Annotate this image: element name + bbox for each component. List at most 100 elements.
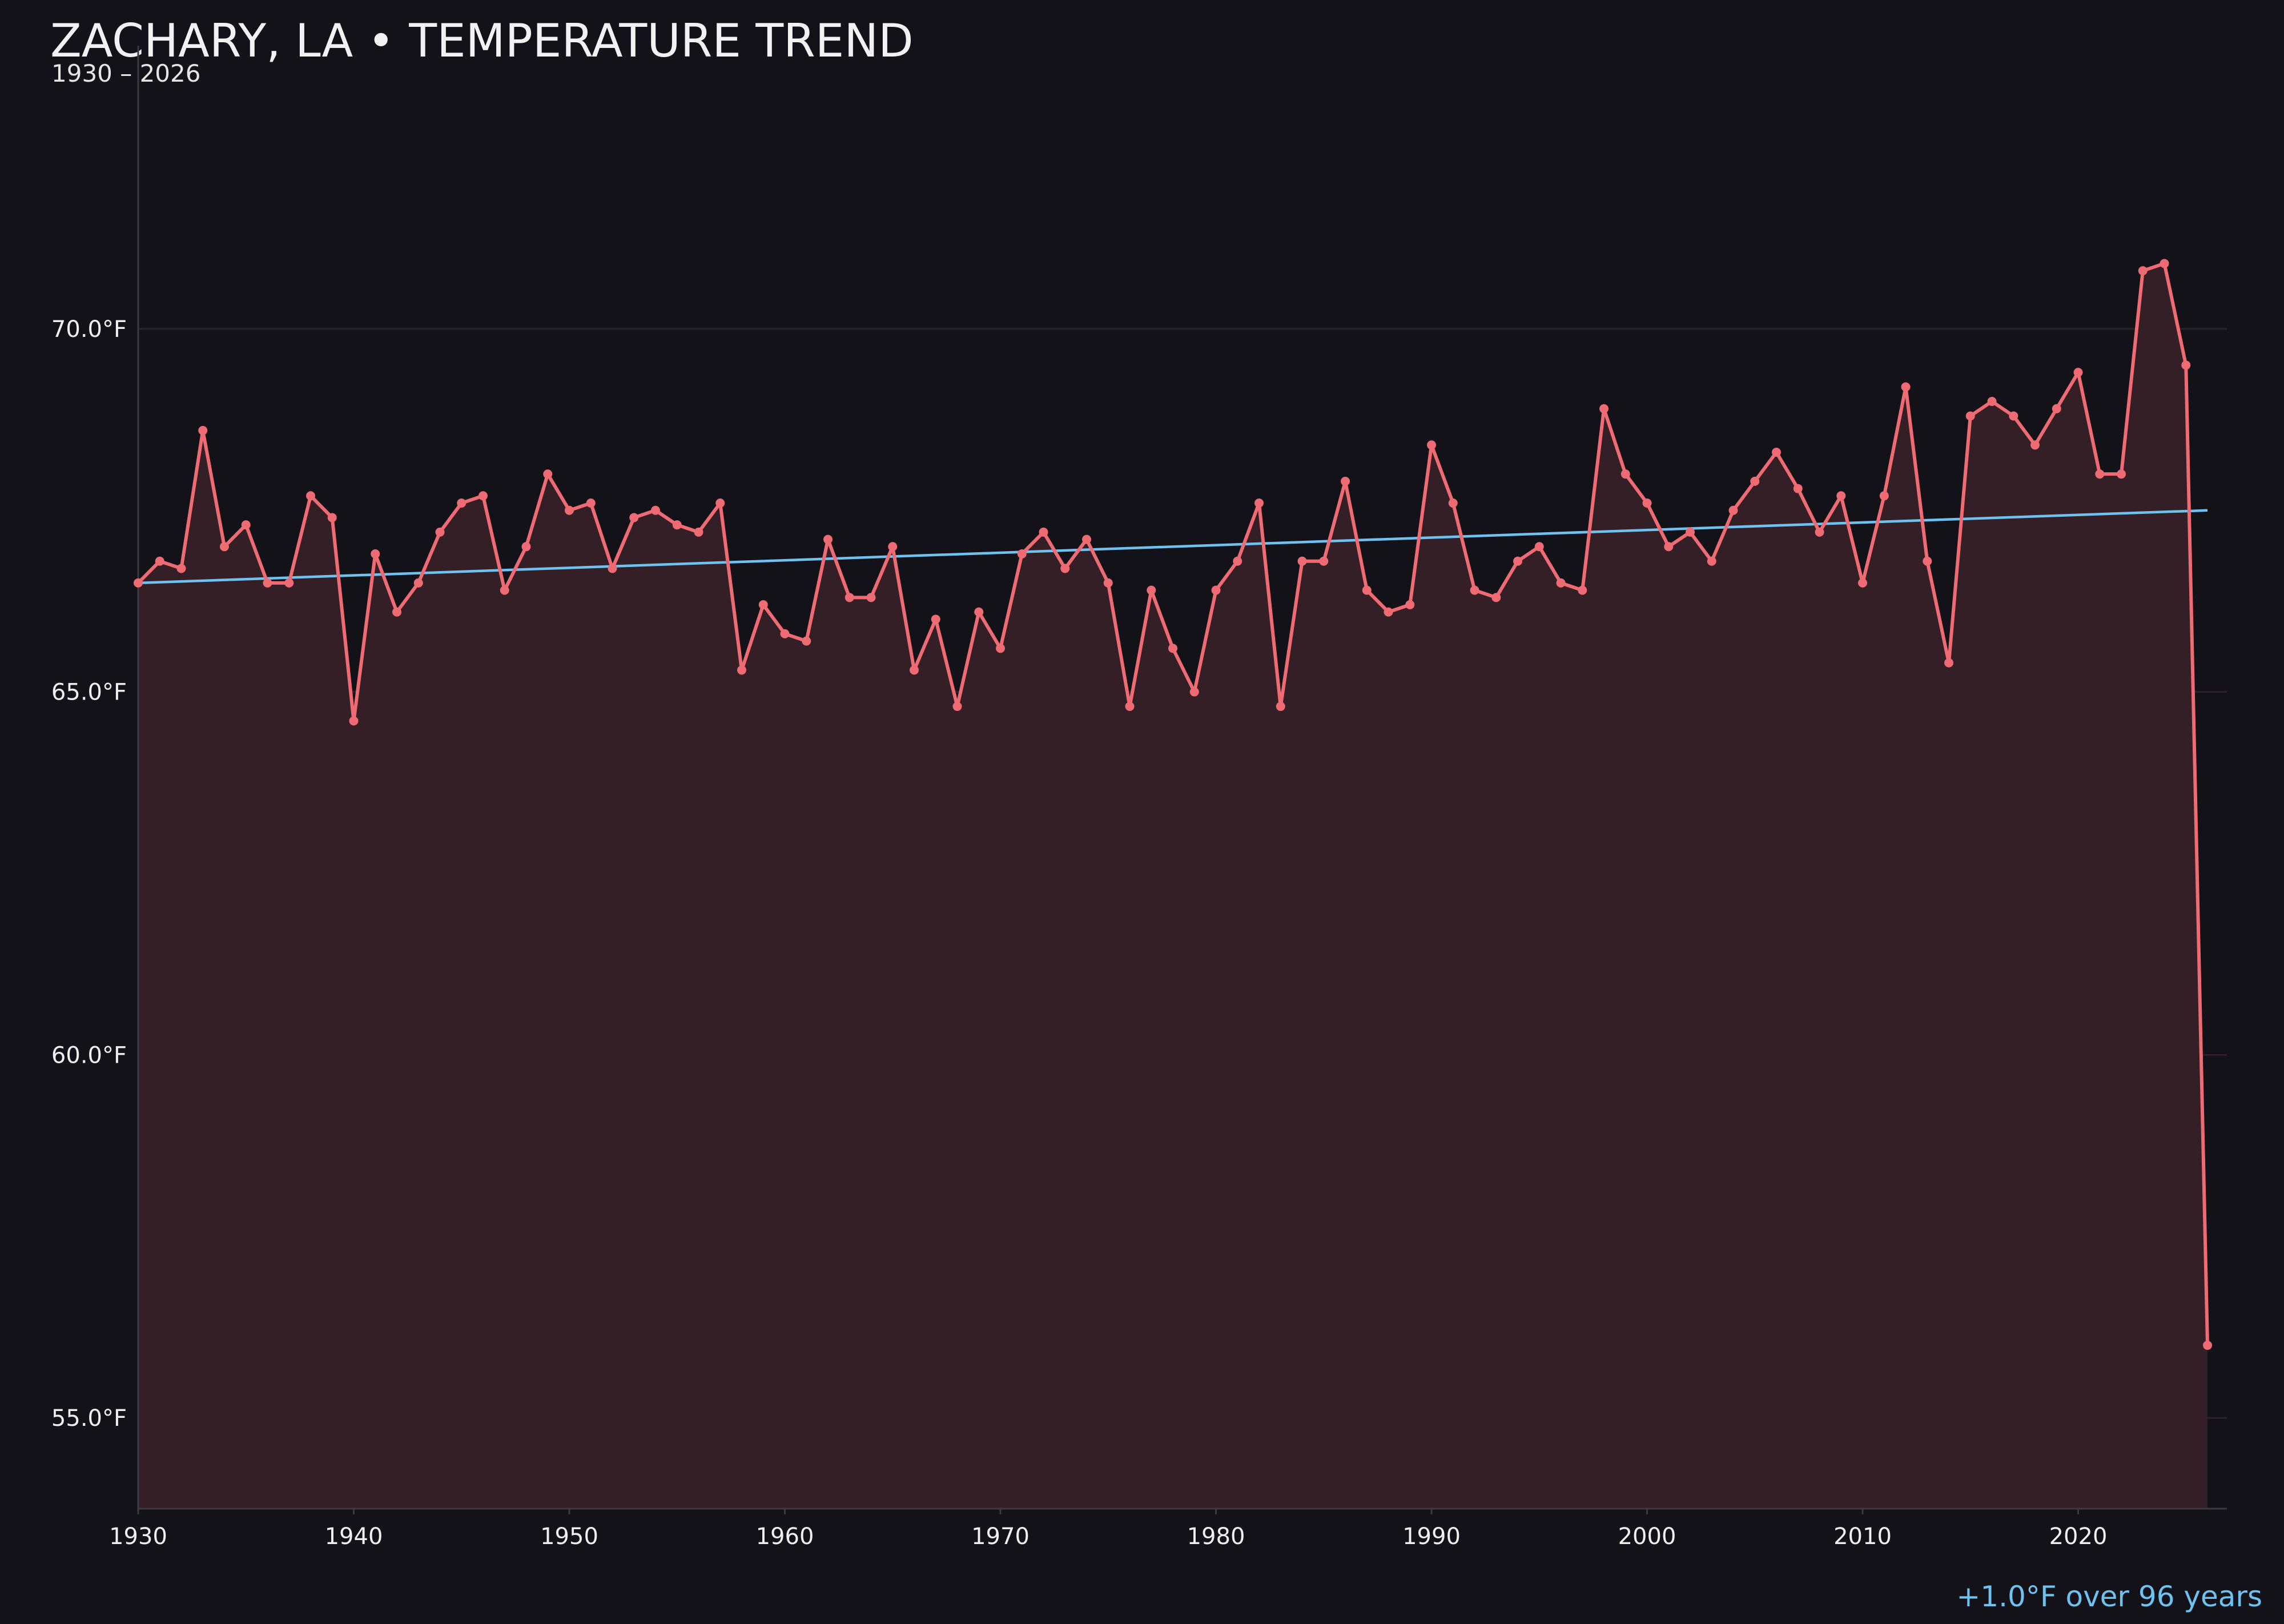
- data-point: [608, 564, 617, 573]
- data-point: [220, 542, 230, 552]
- data-point: [1362, 585, 1372, 595]
- data-point: [1772, 448, 1782, 457]
- trend-line: [138, 509, 2208, 585]
- data-point: [1879, 491, 1889, 501]
- data-point: [1965, 411, 1975, 421]
- data-point: [1793, 484, 1803, 493]
- data-point: [1987, 397, 1997, 407]
- data-point: [1082, 534, 1092, 544]
- data-point: [1189, 687, 1199, 697]
- data-point: [1491, 593, 1501, 602]
- data-point: [2073, 368, 2083, 377]
- data-point: [176, 564, 186, 573]
- data-point: [155, 556, 164, 566]
- data-point: [349, 716, 359, 726]
- data-point: [1599, 404, 1609, 413]
- data-point: [737, 665, 747, 675]
- data-point: [996, 644, 1006, 653]
- data-point: [1319, 556, 1329, 566]
- data-point: [413, 578, 423, 588]
- data-point: [327, 513, 337, 522]
- data-point: [565, 505, 574, 515]
- data-point: [198, 425, 208, 435]
- data-point: [2160, 259, 2169, 268]
- data-point: [2203, 1340, 2213, 1350]
- data-point: [1686, 527, 1695, 537]
- data-point: [651, 505, 661, 515]
- data-point: [1405, 600, 1415, 610]
- data-point: [931, 614, 940, 624]
- data-point: [1233, 556, 1242, 566]
- data-point: [521, 542, 531, 552]
- data-point: [478, 491, 488, 501]
- data-point: [802, 636, 811, 646]
- data-point: [1448, 499, 1458, 508]
- y-tick-labels: 55.0°F 60.0°F 65.0°F 70.0°F: [51, 316, 127, 1432]
- x-tick-label: 1960: [756, 1523, 814, 1550]
- y-tick-label: 70.0°F: [51, 316, 127, 343]
- x-tick-label: 1950: [540, 1523, 598, 1550]
- data-point: [1297, 556, 1307, 566]
- chart-subtitle: 1930 – 2026: [51, 59, 201, 87]
- data-point: [1642, 499, 1652, 508]
- data-point: [1147, 585, 1156, 595]
- data-point: [715, 499, 725, 508]
- data-point: [500, 585, 509, 595]
- data-point: [780, 629, 790, 638]
- data-point: [1923, 556, 1932, 566]
- data-point: [392, 607, 402, 617]
- data-point: [543, 469, 553, 479]
- data-point: [2095, 469, 2105, 479]
- data-point: [2117, 469, 2126, 479]
- data-point: [1664, 542, 1674, 552]
- trend-annotation: +1.0°F over 96 years: [1956, 1580, 2262, 1613]
- data-point: [1556, 578, 1566, 588]
- data-point: [910, 665, 919, 675]
- data-point: [1901, 382, 1911, 392]
- data-point: [1168, 644, 1178, 653]
- data-point: [134, 578, 143, 588]
- data-point: [1620, 469, 1630, 479]
- x-tick-label: 1930: [109, 1523, 167, 1550]
- data-point: [457, 499, 467, 508]
- data-point: [845, 593, 854, 602]
- data-point: [1384, 607, 1393, 617]
- data-point: [758, 600, 768, 610]
- x-tick-label: 2020: [2049, 1523, 2108, 1550]
- data-point: [1728, 505, 1738, 515]
- data-point: [2052, 404, 2061, 413]
- data-point: [1513, 556, 1523, 566]
- area-fill: [138, 263, 2208, 1509]
- x-tick-label: 2000: [1618, 1523, 1676, 1550]
- data-point: [1707, 556, 1716, 566]
- marker-layer: [134, 259, 2213, 1350]
- x-tick-label: 2010: [1833, 1523, 1892, 1550]
- data-point: [263, 578, 272, 588]
- data-point: [823, 534, 833, 544]
- data-point: [2181, 360, 2191, 370]
- x-tick-labels: 1930 1940 1950 1960 1970 1980 1990 2000 2010 2020: [109, 1523, 2107, 1550]
- data-point: [672, 520, 682, 530]
- chart-title: ZACHARY, LA • TEMPERATURE TREND: [50, 14, 914, 67]
- data-point: [1470, 585, 1479, 595]
- data-point: [1125, 702, 1135, 711]
- data-point: [952, 702, 962, 711]
- data-point: [1103, 578, 1113, 588]
- data-point: [1534, 542, 1544, 552]
- data-point: [1341, 476, 1350, 486]
- y-tick-label: 65.0°F: [51, 680, 127, 706]
- data-point: [1039, 527, 1048, 537]
- data-point: [1427, 440, 1437, 450]
- data-point: [1815, 527, 1824, 537]
- y-tick-label: 60.0°F: [51, 1042, 127, 1068]
- x-tick-label: 1990: [1402, 1523, 1461, 1550]
- data-point: [284, 578, 294, 588]
- data-point: [435, 527, 445, 537]
- x-tick-label: 1940: [325, 1523, 383, 1550]
- trend-line-layer: [138, 509, 2208, 585]
- data-point: [1276, 702, 1285, 711]
- data-point: [629, 513, 639, 522]
- data-point: [2030, 440, 2040, 450]
- x-tick-label: 1980: [1187, 1523, 1245, 1550]
